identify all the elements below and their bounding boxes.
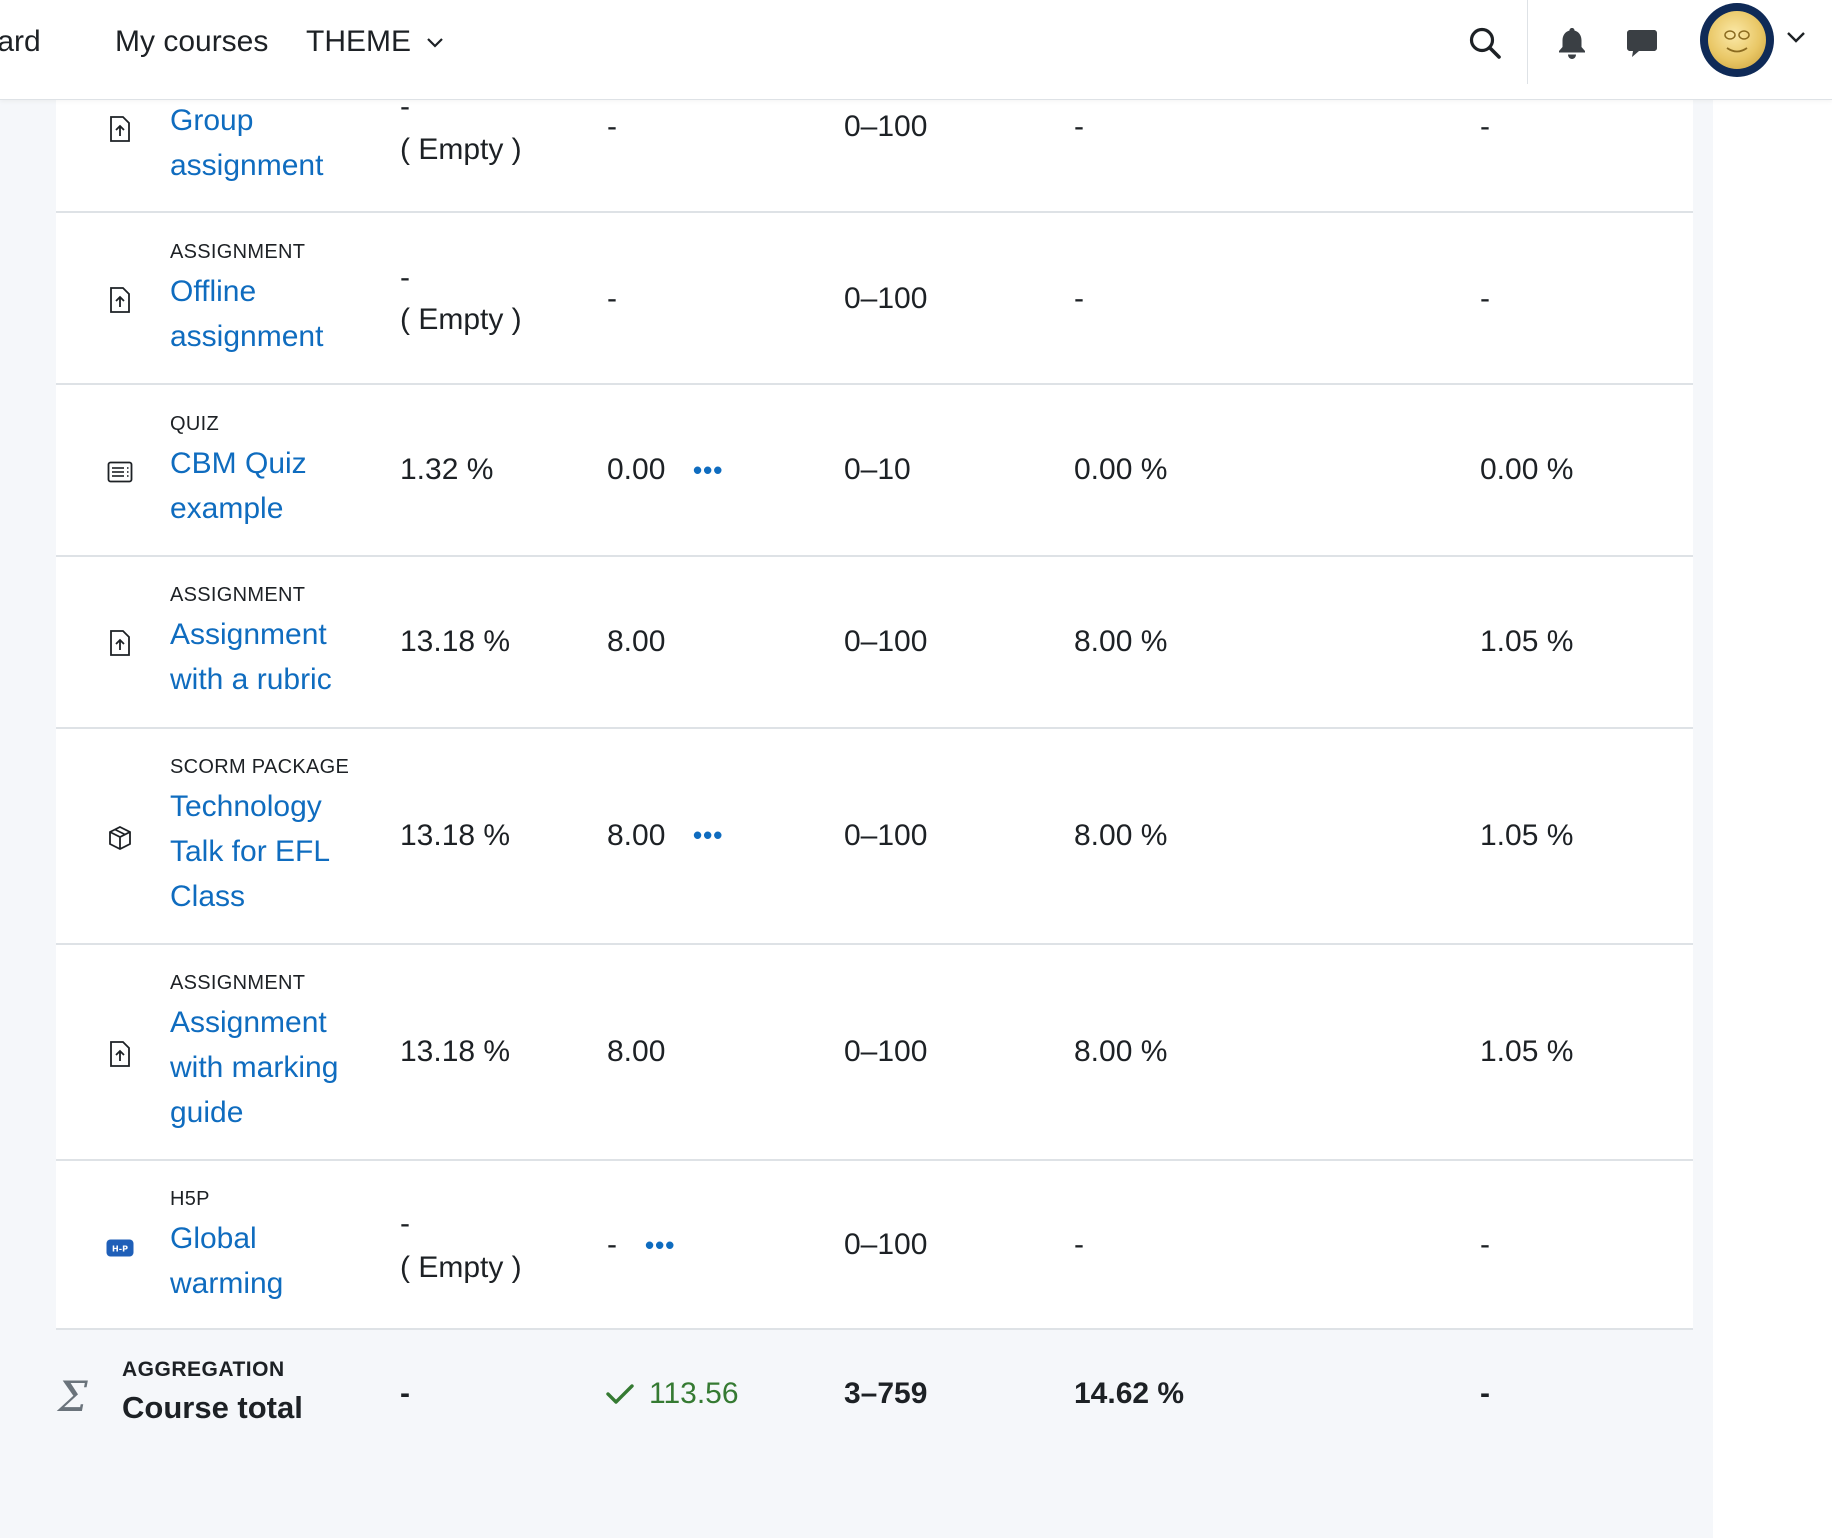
contribution-cell: 1.05 % — [1480, 625, 1574, 658]
weight-cell: - — [400, 261, 410, 294]
nav-my-courses-link[interactable]: My courses — [115, 25, 269, 58]
weight-empty-note: ( Empty ) — [400, 1251, 522, 1284]
chevron-down-icon — [427, 19, 444, 59]
table-row — [56, 557, 1693, 729]
search-icon[interactable] — [1460, 18, 1510, 68]
grade-cell: - — [607, 1228, 617, 1261]
weight-cell: 13.18 % — [400, 819, 511, 852]
user-avatar[interactable] — [1700, 3, 1774, 77]
page-right-margin — [1713, 100, 1832, 1538]
assignment-icon — [106, 286, 134, 314]
table-row — [56, 1161, 1693, 1330]
contribution-cell: - — [1480, 110, 1490, 143]
grade-item-link[interactable]: Assignment with a rubric — [170, 618, 332, 696]
grade-actions-menu-button[interactable]: ••• — [693, 820, 724, 850]
avatar-image — [1708, 11, 1766, 69]
grade-item-type: ASSIGNMENT — [170, 972, 306, 994]
range-cell: 0–10 — [844, 453, 911, 486]
grade-item-type: SCORM PACKAGE — [170, 756, 350, 778]
grade-item-link[interactable]: Assignment with marking guide — [170, 1006, 339, 1129]
range-cell: 0–100 — [844, 282, 928, 315]
contribution-cell: - — [1480, 282, 1490, 315]
weight-cell: - — [400, 90, 410, 123]
contribution-cell: - — [1480, 1228, 1490, 1261]
chevron-down-icon[interactable] — [1786, 30, 1806, 48]
grade-cell: - — [607, 282, 617, 315]
grade-item-link[interactable]: Group assignment — [170, 104, 324, 182]
weight-empty-note: ( Empty ) — [400, 133, 522, 166]
range-cell: 0–100 — [844, 110, 928, 143]
aggregation-label: AGGREGATION — [122, 1358, 285, 1381]
range-cell: 0–100 — [844, 625, 928, 658]
h5p-icon-text: H-P — [112, 1245, 128, 1254]
contribution-cell: 0.00 % — [1480, 453, 1574, 486]
percentage-cell: - — [1074, 1228, 1084, 1261]
grade-item-type: H5P — [170, 1188, 210, 1210]
total-percentage-cell: 14.62 % — [1074, 1377, 1185, 1410]
bell-icon[interactable] — [1547, 18, 1597, 68]
percentage-cell: 8.00 % — [1074, 1035, 1168, 1068]
table-row — [56, 213, 1693, 385]
assignment-icon — [106, 115, 134, 143]
table-row — [56, 385, 1693, 557]
scorm-package-icon — [106, 824, 134, 852]
total-grade-cell: 113.56 — [649, 1377, 739, 1410]
grade-item-link[interactable]: Technology Talk for EFL Class — [170, 790, 329, 913]
grade-cell: 8.00 — [607, 625, 666, 658]
percentage-cell: 8.00 % — [1074, 625, 1168, 658]
total-range-cell: 3–759 — [844, 1377, 928, 1410]
assignment-icon — [106, 1040, 134, 1068]
table-row — [56, 945, 1693, 1161]
grade-item-type: QUIZ — [170, 413, 219, 435]
sigma-icon: Σ — [58, 1372, 88, 1421]
weight-cell: 13.18 % — [400, 1035, 511, 1068]
total-contribution-cell: - — [1480, 1377, 1490, 1410]
grade-item-link[interactable]: CBM Quiz example — [170, 447, 307, 525]
grade-cell: 8.00 — [607, 819, 666, 852]
percentage-cell: - — [1074, 282, 1084, 315]
grade-cell: 8.00 — [607, 1035, 666, 1068]
assignment-icon — [106, 629, 134, 657]
percentage-cell: - — [1074, 110, 1084, 143]
grade-cell: 0.00 — [607, 453, 666, 486]
h5p-icon: H-P — [106, 1234, 134, 1262]
weight-cell: - — [400, 1207, 410, 1240]
range-cell: 0–100 — [844, 1035, 928, 1068]
grade-cell: - — [607, 110, 617, 143]
weight-empty-note: ( Empty ) — [400, 303, 522, 336]
grade-item-type: ASSIGNMENT — [170, 584, 306, 606]
quiz-icon — [106, 458, 134, 486]
contribution-cell: 1.05 % — [1480, 819, 1574, 852]
weight-cell: 1.32 % — [400, 453, 494, 486]
percentage-cell: 0.00 % — [1074, 453, 1168, 486]
grade-actions-menu-button[interactable]: ••• — [693, 455, 724, 485]
range-cell: 0–100 — [844, 819, 928, 852]
grade-item-link[interactable]: Offline assignment — [170, 275, 324, 353]
nav-theme-label: THEME — [306, 25, 411, 58]
grade-item-link[interactable]: Global warming — [170, 1222, 284, 1300]
range-cell: 0–100 — [844, 1228, 928, 1261]
percentage-cell: 8.00 % — [1074, 819, 1168, 852]
nav-dashboard-link[interactable]: board — [0, 25, 41, 58]
chat-icon[interactable] — [1617, 18, 1667, 68]
table-row — [56, 100, 1693, 213]
contribution-cell: 1.05 % — [1480, 1035, 1574, 1068]
top-navbar: board My courses THEME — [0, 0, 1832, 100]
grade-item-type: ASSIGNMENT — [170, 241, 306, 263]
navbar-divider — [1527, 0, 1528, 84]
total-weight-cell: - — [400, 1377, 410, 1410]
grade-actions-menu-button[interactable]: ••• — [645, 1230, 676, 1260]
course-total-title: Course total — [122, 1390, 303, 1425]
check-icon — [605, 1382, 635, 1411]
course-total-row — [56, 1330, 1693, 1470]
table-row — [56, 729, 1693, 945]
weight-cell: 13.18 % — [400, 625, 511, 658]
nav-theme-dropdown[interactable]: THEME — [306, 19, 444, 62]
